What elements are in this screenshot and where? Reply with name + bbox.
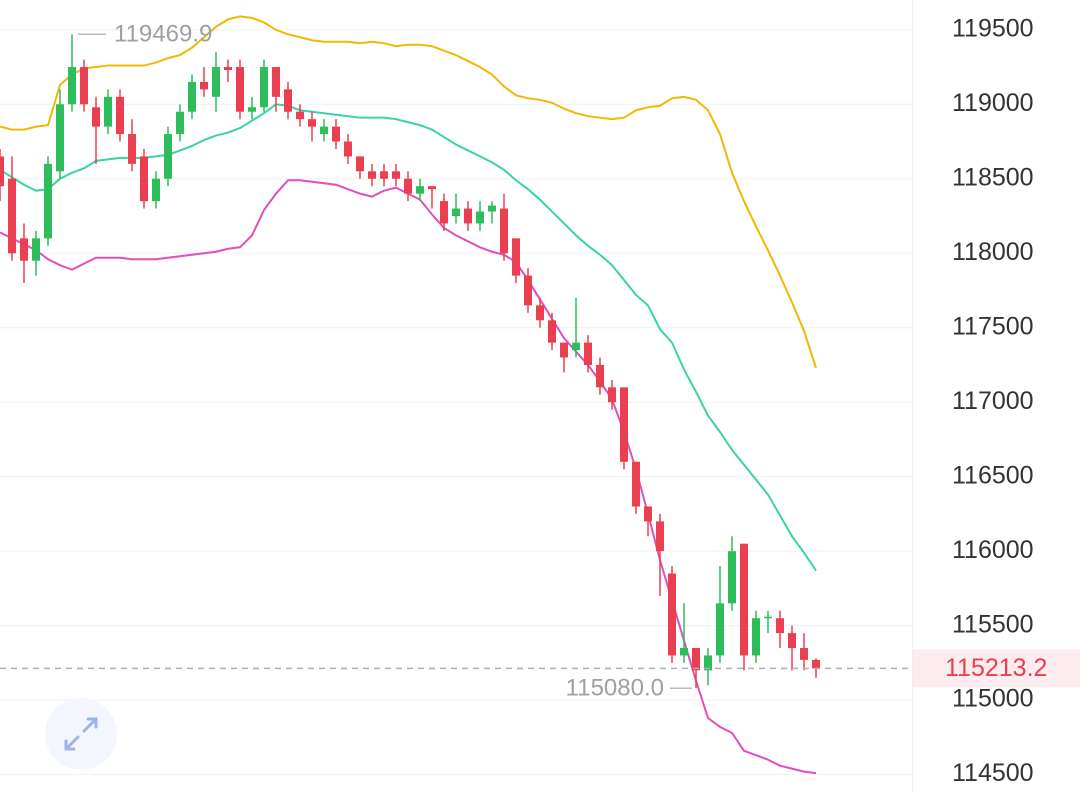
candle-body — [368, 171, 376, 179]
y-tick-label: 115000 — [952, 685, 1034, 713]
last-price-bg — [913, 649, 1080, 688]
candle-body — [32, 238, 40, 261]
candle-body — [716, 603, 724, 656]
candle-body — [308, 119, 316, 127]
candle-body — [680, 647, 688, 656]
candle-body — [584, 342, 592, 365]
y-tick-label: 115500 — [952, 610, 1034, 638]
candle-body — [788, 633, 796, 648]
candle-body — [116, 96, 124, 135]
y-tick-label: 117000 — [952, 387, 1034, 415]
candle-body — [152, 178, 160, 202]
candle-body — [572, 342, 580, 351]
candle-body — [800, 647, 808, 660]
candle-body — [320, 126, 328, 135]
candle-body — [548, 320, 556, 343]
candle-body — [536, 305, 544, 321]
y-tick-label: 114500 — [952, 759, 1034, 787]
candle-body — [740, 543, 748, 656]
candle-body — [452, 208, 460, 216]
candle-body — [704, 655, 712, 671]
y-tick-label: 116000 — [952, 536, 1034, 564]
candle-body — [332, 126, 340, 142]
candle-body — [812, 659, 820, 669]
low-label: 115080.0 — [566, 675, 664, 702]
candle-body — [44, 163, 52, 239]
candle-body — [404, 178, 412, 194]
candle-body — [80, 67, 88, 105]
candle-body — [68, 67, 76, 105]
candle-body — [560, 342, 568, 358]
last-price-label: 115213.2 — [945, 654, 1047, 682]
candle-body — [260, 67, 268, 108]
candle-body — [752, 618, 760, 656]
expand-button-bg[interactable] — [45, 698, 117, 770]
candle-body — [776, 618, 784, 634]
candle-body — [512, 238, 520, 276]
candle-body — [668, 573, 676, 656]
candle-body — [692, 647, 700, 671]
candle-body — [296, 111, 304, 120]
y-tick-label: 117500 — [952, 312, 1034, 340]
candle-body — [188, 81, 196, 112]
candle-body — [236, 67, 244, 112]
band-line — [0, 15, 817, 369]
candle-body — [20, 238, 28, 261]
candle-body — [428, 186, 436, 190]
candle-body — [632, 461, 640, 507]
candle-body — [248, 107, 256, 112]
candle-body — [104, 96, 112, 127]
candle-body — [272, 67, 280, 97]
expand-icon — [64, 717, 98, 751]
y-tick-label: 118500 — [952, 163, 1034, 191]
grid: 114500 115000 115500 116000 116500 117000 1175… — [0, 14, 1034, 787]
candle-body — [608, 387, 616, 403]
candles — [0, 34, 820, 689]
candle-body — [620, 387, 628, 462]
overlay: 119469.9 115080.0 115213.2 — [0, 21, 1080, 702]
candle-body — [392, 171, 400, 179]
candle-body — [488, 205, 496, 212]
candle-body — [464, 208, 472, 224]
candle-body — [92, 107, 100, 127]
candle-body — [284, 89, 292, 112]
candle-body — [212, 67, 220, 97]
y-tick-label: 116500 — [952, 461, 1034, 489]
candle-body — [380, 171, 388, 179]
y-tick-label: 118000 — [952, 238, 1034, 266]
y-tick-label: 119000 — [952, 89, 1034, 117]
candle-body — [416, 186, 424, 194]
candle-body — [440, 201, 448, 224]
candle-body — [8, 178, 16, 254]
candle-body — [596, 364, 604, 388]
y-tick-label: 119500 — [952, 14, 1034, 42]
candle-body — [344, 141, 352, 157]
high-label: 119469.9 — [114, 21, 212, 48]
candle-body — [524, 275, 532, 306]
candle-body — [356, 156, 364, 172]
candle-body — [200, 81, 208, 90]
candle-body — [656, 521, 664, 552]
candle-body — [728, 551, 736, 604]
candle-body — [476, 211, 484, 224]
candle-body — [140, 156, 148, 202]
candle-body — [56, 104, 64, 172]
expand-button[interactable] — [45, 698, 117, 770]
candle-body — [644, 506, 652, 522]
candle-body — [0, 156, 4, 187]
candle-body — [764, 616, 772, 619]
candle-body — [500, 208, 508, 254]
candle-body — [128, 134, 136, 164]
candle-body — [176, 111, 184, 135]
candle-body — [224, 67, 232, 71]
candle-body — [164, 134, 172, 179]
